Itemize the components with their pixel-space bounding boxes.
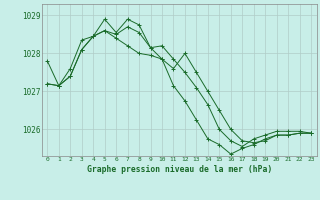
X-axis label: Graphe pression niveau de la mer (hPa): Graphe pression niveau de la mer (hPa) [87,165,272,174]
